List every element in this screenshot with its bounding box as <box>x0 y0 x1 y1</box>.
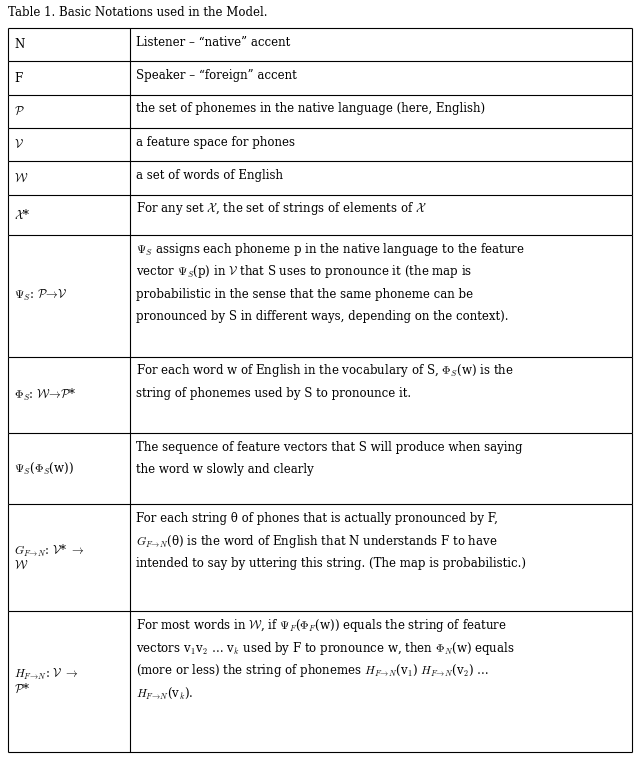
Text: (more or less) the string of phonemes $H_{F\!\rightarrow\! N}$(v$_1$) $H_{F\!\ri: (more or less) the string of phonemes $H… <box>136 662 489 679</box>
Text: $G_{F\!\rightarrow\! N}$(θ) is the word of English that N understands F to have: $G_{F\!\rightarrow\! N}$(θ) is the word … <box>136 533 497 549</box>
Text: $\mathcal{P}$: $\mathcal{P}$ <box>14 105 24 118</box>
Text: $\mathcal{V}$: $\mathcal{V}$ <box>14 138 24 151</box>
Text: vector $\Psi_S$(p) in $\mathcal{V}$ that S uses to pronounce it (the map is: vector $\Psi_S$(p) in $\mathcal{V}$ that… <box>136 264 472 280</box>
Text: vectors v$_1$v$_2$ … v$_k$ used by F to pronounce w, then $\Phi_N$(w) equals: vectors v$_1$v$_2$ … v$_k$ used by F to … <box>136 640 515 657</box>
Text: probabilistic in the sense that the same phoneme can be: probabilistic in the sense that the same… <box>136 288 473 301</box>
Text: F: F <box>14 72 22 85</box>
Text: a feature space for phones: a feature space for phones <box>136 136 294 149</box>
Text: Speaker – “foreign” accent: Speaker – “foreign” accent <box>136 69 296 82</box>
Text: the set of phonemes in the native language (here, English): the set of phonemes in the native langua… <box>136 102 485 115</box>
Text: the word w slowly and clearly: the word w slowly and clearly <box>136 463 314 476</box>
Text: $\mathcal{X}$*: $\mathcal{X}$* <box>14 208 30 222</box>
Text: $\Psi_S$ assigns each phoneme p in the native language to the feature: $\Psi_S$ assigns each phoneme p in the n… <box>136 241 524 258</box>
Text: Table 1. Basic Notations used in the Model.: Table 1. Basic Notations used in the Mod… <box>8 6 268 19</box>
Text: N: N <box>14 38 24 51</box>
Text: $H_{F\!\rightarrow\! N}$: $\mathcal{V}$ $\rightarrow$: $H_{F\!\rightarrow\! N}$: $\mathcal{V}$ … <box>14 667 79 682</box>
Text: $H_{F\!\rightarrow\! N}$(v$_k$).: $H_{F\!\rightarrow\! N}$(v$_k$). <box>136 686 193 701</box>
Text: $\Phi_S$: $\mathcal{W}\!\rightarrow\! \mathcal{P}$*: $\Phi_S$: $\mathcal{W}\!\rightarrow\! \m… <box>14 387 77 403</box>
Text: $\mathcal{P}$*: $\mathcal{P}$* <box>14 683 30 696</box>
Text: Listener – “native” accent: Listener – “native” accent <box>136 36 290 49</box>
Text: For any set $\mathcal{X}$, the set of strings of elements of $\mathcal{X}$: For any set $\mathcal{X}$, the set of st… <box>136 200 427 217</box>
Text: $\Psi_S$($\Phi_S$(w)): $\Psi_S$($\Phi_S$(w)) <box>14 461 74 476</box>
Text: pronounced by S in different ways, depending on the context).: pronounced by S in different ways, depen… <box>136 310 508 323</box>
Text: string of phonemes used by S to pronounce it.: string of phonemes used by S to pronounc… <box>136 387 411 400</box>
Text: For most words in $\mathcal{W}$, if $\Psi_F$($\Phi_F$(w)) equals the string of f: For most words in $\mathcal{W}$, if $\Ps… <box>136 617 506 634</box>
Text: $\Psi_S$: $\mathcal{P}\!\rightarrow\! \mathcal{V}$: $\Psi_S$: $\mathcal{P}\!\rightarrow\! \m… <box>14 289 68 303</box>
Text: intended to say by uttering this string. (The map is probabilistic.): intended to say by uttering this string.… <box>136 557 525 570</box>
Text: For each string θ of phones that is actually pronounced by F,: For each string θ of phones that is actu… <box>136 512 497 525</box>
Text: a set of words of English: a set of words of English <box>136 169 283 182</box>
Text: $G_{F\!\rightarrow\! N}$: $\mathcal{V}$* $\rightarrow$: $G_{F\!\rightarrow\! N}$: $\mathcal{V}$*… <box>14 543 84 559</box>
Text: $\mathcal{W}$: $\mathcal{W}$ <box>14 171 28 184</box>
Text: The sequence of feature vectors that S will produce when saying: The sequence of feature vectors that S w… <box>136 440 522 453</box>
Text: For each word w of English in the vocabulary of S, $\Phi_S$(w) is the: For each word w of English in the vocabu… <box>136 363 513 379</box>
Text: $\mathcal{W}$: $\mathcal{W}$ <box>14 559 28 572</box>
